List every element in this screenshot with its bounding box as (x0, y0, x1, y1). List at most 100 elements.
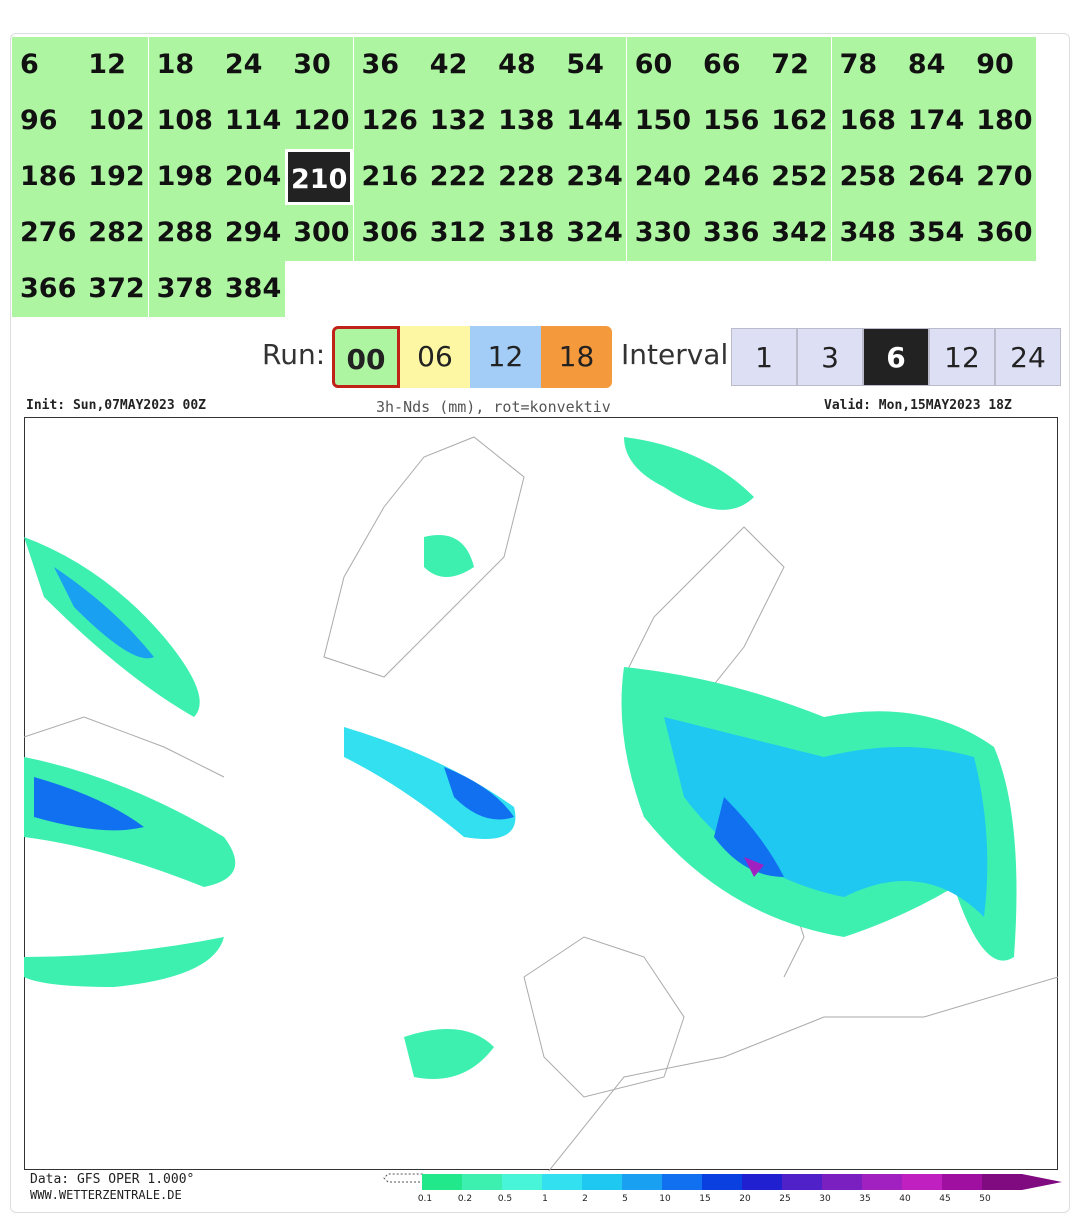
run-label: Run: (262, 338, 326, 371)
legend-swatch (422, 1174, 462, 1190)
site-url: WWW.WETTERZENTRALE.DE (30, 1188, 182, 1202)
hour-option[interactable]: 294 (216, 205, 285, 261)
interval-option[interactable]: 1 (731, 328, 797, 386)
interval-option[interactable]: 6 (863, 328, 929, 386)
hour-option[interactable]: 276 (12, 205, 80, 261)
hour-option[interactable]: 66 (695, 37, 763, 93)
legend-swatch (502, 1174, 542, 1190)
legend-tick-label: 5 (622, 1194, 628, 1204)
hour-option[interactable]: 372 (80, 261, 149, 317)
legend-tick-label: 30 (819, 1194, 831, 1204)
hour-option[interactable]: 324 (558, 205, 627, 261)
hour-option[interactable]: 126 (353, 93, 422, 149)
hour-option[interactable]: 216 (353, 149, 422, 205)
interval-option[interactable]: 24 (995, 328, 1061, 386)
hour-option[interactable]: 336 (695, 205, 763, 261)
hour-option[interactable]: 54 (558, 37, 627, 93)
legend-tick-label: 20 (739, 1194, 751, 1204)
hour-option[interactable]: 12 (80, 37, 149, 93)
legend-tick-label: 50 (979, 1194, 991, 1204)
hour-option[interactable]: 114 (216, 93, 285, 149)
hour-option[interactable]: 60 (626, 37, 695, 93)
hour-option[interactable]: 132 (421, 93, 490, 149)
legend-tick-label: 35 (859, 1194, 870, 1204)
hour-option[interactable]: 240 (626, 149, 695, 205)
hour-option[interactable]: 42 (421, 37, 490, 93)
hour-option[interactable]: 6 (12, 37, 80, 93)
hour-option[interactable]: 228 (490, 149, 559, 205)
hour-option[interactable]: 354 (899, 205, 968, 261)
legend-tick-label: 40 (899, 1194, 911, 1204)
hour-option[interactable]: 258 (831, 149, 900, 205)
hour-option[interactable]: 150 (626, 93, 695, 149)
hour-option[interactable]: 204 (216, 149, 285, 205)
hour-option[interactable]: 360 (968, 205, 1037, 261)
hour-option[interactable]: 378 (148, 261, 217, 317)
legend-swatch (942, 1174, 982, 1190)
hour-option[interactable]: 366 (12, 261, 80, 317)
hour-option[interactable]: 138 (490, 93, 559, 149)
hour-option[interactable]: 102 (80, 93, 149, 149)
interval-option[interactable]: 3 (797, 328, 863, 386)
hour-option[interactable]: 342 (763, 205, 832, 261)
hour-option[interactable]: 318 (490, 205, 559, 261)
hour-option[interactable]: 246 (695, 149, 763, 205)
hour-option[interactable]: 234 (558, 149, 627, 205)
hour-option[interactable]: 36 (353, 37, 422, 93)
legend-swatch (782, 1174, 822, 1190)
legend: 0.1 0.2 0.5 1 2 5 10 15 20 25 30 35 40 45 50 (383, 1173, 1062, 1204)
hour-option[interactable]: 30 (285, 37, 354, 93)
hour-option[interactable]: 252 (763, 149, 832, 205)
run-option[interactable]: 00 (332, 326, 400, 388)
hour-option[interactable]: 198 (148, 149, 217, 205)
run-option[interactable]: 12 (470, 326, 541, 388)
legend-arrow-right (1022, 1174, 1062, 1190)
hour-option[interactable]: 192 (80, 149, 149, 205)
legend-swatch (862, 1174, 902, 1190)
hour-option[interactable]: 348 (831, 205, 900, 261)
hour-option[interactable]: 264 (899, 149, 968, 205)
hour-option[interactable]: 72 (763, 37, 832, 93)
hour-option[interactable]: 108 (148, 93, 217, 149)
legend-tick-label: 0.5 (498, 1194, 512, 1204)
hour-option[interactable]: 90 (968, 37, 1037, 93)
hour-option[interactable]: 186 (12, 149, 80, 205)
hour-option[interactable]: 180 (968, 93, 1037, 149)
hour-option[interactable]: 162 (763, 93, 832, 149)
legend-swatch (982, 1174, 1022, 1190)
hour-option[interactable]: 168 (831, 93, 900, 149)
init-text: Init: Sun,07MAY2023 00Z (26, 398, 207, 413)
precipitation (24, 437, 1017, 1079)
hour-option[interactable]: 288 (148, 205, 217, 261)
valid-text: Valid: Mon,15MAY2023 18Z (824, 398, 1012, 413)
hour-option[interactable]: 84 (899, 37, 968, 93)
run-option[interactable]: 06 (400, 326, 470, 388)
hour-option[interactable]: 270 (968, 149, 1037, 205)
legend-arrow-left (383, 1173, 424, 1183)
map (24, 417, 1058, 1171)
hour-option[interactable]: 120 (285, 93, 354, 149)
hour-option[interactable]: 48 (490, 37, 559, 93)
hour-option[interactable]: 312 (421, 205, 490, 261)
hour-option[interactable]: 330 (626, 205, 695, 261)
legend-swatch (902, 1174, 942, 1190)
hour-option[interactable]: 24 (216, 37, 285, 93)
hour-option[interactable]: 18 (148, 37, 217, 93)
hour-option[interactable]: 222 (421, 149, 490, 205)
legend-swatch (582, 1174, 622, 1190)
hour-option[interactable]: 144 (558, 93, 627, 149)
hour-option[interactable]: 174 (899, 93, 968, 149)
interval-option[interactable]: 12 (929, 328, 995, 386)
hour-option[interactable]: 156 (695, 93, 763, 149)
hour-option[interactable]: 282 (80, 205, 149, 261)
run-option[interactable]: 18 (541, 326, 612, 388)
hour-option[interactable]: 384 (216, 261, 285, 317)
hour-option[interactable]: 96 (12, 93, 80, 149)
legend-tick-label: 0.2 (458, 1194, 472, 1204)
hour-option[interactable]: 210 (285, 149, 354, 205)
hour-option[interactable]: 78 (831, 37, 900, 93)
hour-option[interactable]: 300 (285, 205, 354, 261)
legend-swatch (742, 1174, 782, 1190)
legend-swatch (622, 1174, 662, 1190)
hour-option[interactable]: 306 (353, 205, 422, 261)
